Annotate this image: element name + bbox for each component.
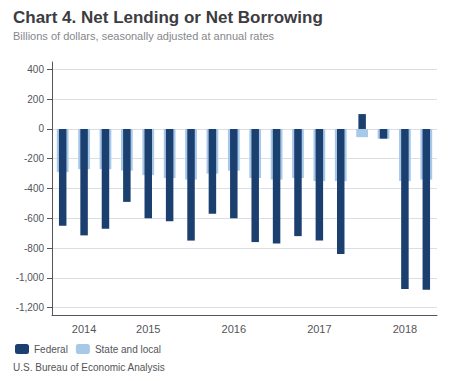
svg-text:-600: -600 <box>24 213 44 224</box>
svg-text:2017: 2017 <box>307 323 331 335</box>
svg-text:2014: 2014 <box>72 323 96 335</box>
svg-text:2015: 2015 <box>136 323 160 335</box>
svg-text:-1,200: -1,200 <box>16 302 45 313</box>
svg-text:Chart 4. Net Lending or Net Bo: Chart 4. Net Lending or Net Borrowing <box>13 8 323 27</box>
svg-text:-1,000: -1,000 <box>16 272 45 283</box>
svg-text:Billions of dollars, seasonall: Billions of dollars, seasonally adjusted… <box>13 30 275 42</box>
svg-text:2016: 2016 <box>222 323 246 335</box>
svg-text:-200: -200 <box>24 153 44 164</box>
svg-text:0: 0 <box>38 123 44 134</box>
svg-text:Federal: Federal <box>34 344 68 355</box>
svg-text:400: 400 <box>27 64 44 75</box>
svg-text:-800: -800 <box>24 243 44 254</box>
svg-text:U.S. Bureau of Economic Analys: U.S. Bureau of Economic Analysis <box>13 362 165 373</box>
svg-text:2018: 2018 <box>393 323 417 335</box>
svg-text:200: 200 <box>27 94 44 105</box>
svg-text:State and local: State and local <box>95 344 161 355</box>
svg-text:-400: -400 <box>24 183 44 194</box>
